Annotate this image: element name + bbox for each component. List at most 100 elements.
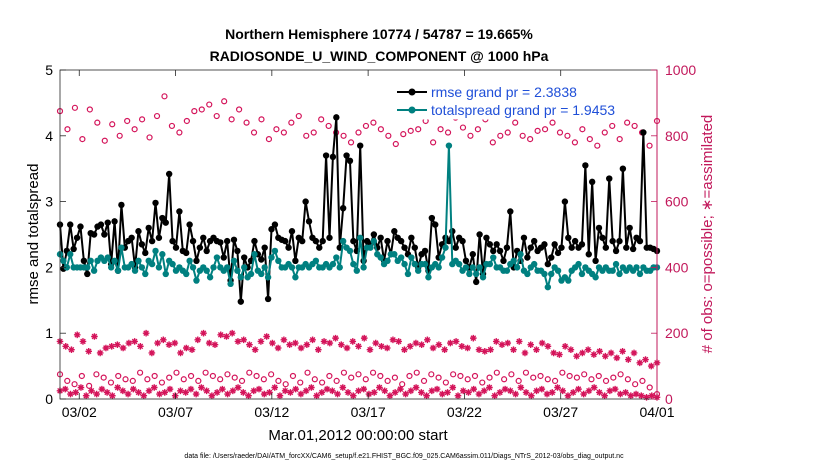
obs-series-group — [56, 93, 661, 401]
obs-possible-low-point — [537, 372, 544, 380]
obs-possible-high-point — [527, 135, 534, 143]
rmse-point — [234, 247, 241, 255]
rmse-point — [148, 237, 156, 245]
obs-possible-low-point — [297, 379, 304, 386]
rmse-point — [326, 234, 333, 241]
obs-assim-high-point — [561, 343, 569, 350]
obs-possible-low-point — [268, 371, 275, 378]
obs-assim-high-point — [303, 341, 311, 349]
rmse-point — [384, 237, 391, 245]
rmse-point — [561, 198, 569, 205]
obs-possible-low-point — [209, 372, 216, 380]
obs-possible-high-point — [444, 129, 452, 136]
obs-assim-low-point — [569, 389, 577, 396]
data-file-footer: data file: /Users/raeder/DAI/ATM_forcXX/… — [184, 453, 624, 460]
obs-possible-high-point — [594, 142, 601, 149]
rmse-point — [73, 234, 81, 241]
obs-possible-low-point — [202, 369, 209, 376]
obs-assim-low-point — [297, 390, 305, 398]
rmse-point — [319, 237, 326, 245]
rmse-point — [357, 142, 364, 149]
obs-assim-high-point — [194, 336, 202, 344]
y-right-tick-label: 0 — [665, 391, 673, 407]
rmse-point — [558, 244, 565, 251]
y-left-tick-label: 2 — [45, 259, 53, 275]
obs-assim-low-point — [590, 384, 598, 391]
obs-assim-low-point — [376, 384, 383, 391]
obs-possible-high-point — [295, 112, 302, 120]
rmse-point — [152, 199, 159, 207]
spread-point — [155, 264, 163, 271]
obs-possible-low-point — [231, 374, 238, 381]
obs-possible-high-point — [236, 106, 243, 113]
spread-point — [114, 267, 122, 274]
obs-assim-high-point — [240, 336, 247, 344]
obs-assim-low-point — [355, 387, 362, 395]
obs-possible-low-point — [340, 369, 348, 376]
obs-assim-low-point — [449, 384, 457, 391]
spread-point — [411, 260, 418, 268]
rmse-point — [496, 247, 504, 255]
obs-assim-high-point — [481, 348, 489, 355]
obs-assim-low-point — [360, 385, 368, 393]
obs-assim-low-point — [109, 392, 116, 400]
obs-possible-high-point — [183, 117, 190, 125]
spread-point — [370, 237, 378, 245]
obs-possible-high-point — [377, 126, 384, 133]
obs-assim-low-point — [124, 390, 132, 398]
obs-possible-low-point — [369, 369, 377, 376]
obs-possible-low-point — [187, 372, 195, 380]
obs-assim-high-point — [435, 341, 443, 349]
obs-assim-low-point — [203, 387, 210, 395]
obs-assim-high-point — [579, 349, 586, 357]
spread-point — [138, 264, 146, 271]
rmse-point — [135, 228, 142, 235]
obs-assim-high-point — [91, 333, 98, 340]
spread-point — [490, 254, 497, 261]
obs-assim-low-point — [208, 392, 216, 400]
obs-assim-high-point — [401, 346, 408, 353]
rmse-point — [312, 237, 320, 245]
obs-assim-high-point — [567, 346, 575, 353]
obs-assim-low-point — [480, 387, 488, 395]
obs-possible-low-point — [355, 371, 362, 378]
rmse-point — [176, 208, 183, 215]
obs-assim-high-point — [337, 341, 345, 349]
rmse-point — [230, 236, 238, 243]
obs-assim-low-point — [182, 389, 189, 396]
obs-possible-low-point — [522, 369, 530, 376]
rmse-point — [428, 214, 436, 222]
spread-point — [292, 274, 299, 281]
obs-possible-low-point — [217, 376, 224, 383]
obs-possible-high-point — [79, 135, 86, 143]
obs-possible-low-point — [602, 377, 610, 385]
obs-assim-high-point — [366, 346, 374, 353]
rmse-point — [165, 170, 173, 178]
spread-point — [339, 237, 347, 245]
spread-point — [152, 247, 159, 255]
spread-point — [118, 244, 125, 251]
obs-possible-low-point — [122, 376, 129, 383]
obs-assim-high-point — [498, 341, 506, 349]
spread-point — [357, 234, 364, 241]
obs-possible-low-point — [115, 372, 122, 380]
obs-assim-low-point — [538, 385, 546, 393]
line-series-group — [56, 114, 661, 305]
obs-assim-low-point — [114, 384, 121, 391]
obs-possible-high-point — [474, 126, 481, 133]
spread-point — [455, 260, 463, 268]
obs-possible-low-point — [551, 377, 559, 385]
obs-assim-low-point — [470, 385, 478, 393]
obs-assim-high-point — [68, 346, 75, 353]
obs-possible-high-point — [198, 106, 205, 113]
obs-possible-high-point — [318, 116, 325, 123]
obs-assim-high-point — [613, 354, 621, 362]
obs-assim-low-point — [276, 392, 284, 400]
spread-point — [107, 264, 115, 271]
obs-possible-low-point — [173, 369, 180, 376]
obs-assim-low-point — [239, 389, 247, 396]
spread-point — [510, 257, 517, 265]
obs-possible-high-point — [340, 132, 347, 139]
obs-assim-high-point — [292, 339, 299, 347]
x-axis-label: Mar.01,2012 00:00:00 start — [268, 427, 448, 444]
